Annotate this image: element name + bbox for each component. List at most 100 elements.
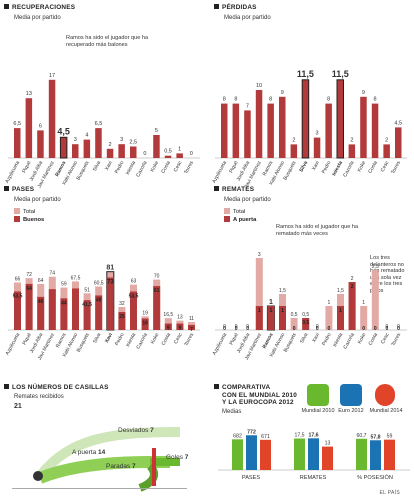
pases-bar-sub-azpilicueta <box>14 291 21 330</box>
perdidas-tick-xavi: Xavi <box>311 160 321 171</box>
apuerta-label: A puerta 14 <box>72 449 106 456</box>
pases-label-total-cesc: 13 <box>177 315 183 321</box>
pases-bar-sub-cazorla <box>141 318 149 330</box>
comparativa-label-pases-euro-2012: 772 <box>247 429 256 435</box>
comparativa-label-pases-mundial-2010: 682 <box>233 433 242 439</box>
perdidas-bar-torres <box>395 127 402 158</box>
perdidas-label-xabi-alonso: 9 <box>281 90 284 96</box>
comparativa-bar-pases-mundial-2014 <box>260 439 271 470</box>
remates-tick-koke: Koke <box>357 332 368 345</box>
pases-label-sub-pique: 64 <box>26 286 32 292</box>
badge-label-2014: Mundial 2014 <box>369 408 403 414</box>
remates-label-sub-pique: 0 <box>235 326 238 332</box>
perdidas-label-costa: 8 <box>374 97 377 103</box>
pases-label-total-cazorla: 19 <box>142 310 148 316</box>
pases-label-sub-cazorla: 16 <box>142 320 148 326</box>
remates-label-total-azpilicueta: 0 <box>223 324 226 330</box>
remates-tick-costa: Costa <box>368 332 380 347</box>
recuperaciones-label-costa: 0,5 <box>164 149 172 155</box>
remates-title: REMATES <box>214 186 254 193</box>
pases-label-sub-cesc: 9 <box>179 326 182 332</box>
pases-bar-sub-xabi-alonso <box>72 288 79 330</box>
perdidas-label-torres: 4,5 <box>394 120 402 126</box>
remates-label-sub-cesc: 0 <box>386 326 389 332</box>
pases-label-sub-jordi-alba: 46 <box>38 299 44 305</box>
casillas-total: 21 <box>14 403 22 410</box>
remates-label-total-torres: 0 <box>397 324 400 330</box>
perdidas-bar-xabi-alonso <box>279 96 286 158</box>
recuperaciones-label-javi-martinez: 17 <box>49 73 55 79</box>
pases-label-total-costa: 16,5 <box>163 312 173 318</box>
pases-label-total-busquets: 51 <box>84 287 90 293</box>
pases-bar-sub-iniesta <box>130 291 137 330</box>
recuperaciones-tick-cazorla: Cazorla <box>135 160 148 178</box>
pases-label-total-torres: 11 <box>189 316 194 322</box>
pases-bar-sub-cesc <box>176 323 184 330</box>
pases-label-total-pedro: 32 <box>119 301 125 307</box>
pases-label-total-xavi: 81 <box>106 265 114 272</box>
player-figure <box>33 471 43 481</box>
perdidas-bar-silva <box>301 79 310 159</box>
pases-label-sub-ramos: 44 <box>61 300 67 306</box>
remates-label-total-iniesta: 1,5 <box>337 288 344 294</box>
recuperaciones-label-cazorla: 0 <box>143 151 146 157</box>
recuperaciones-label-busquets: 4 <box>85 133 88 139</box>
remates-tick-pique: Piqué <box>229 332 240 346</box>
remates-label-sub-ramos: 1 <box>269 308 273 314</box>
pases-tick-silva: Silva <box>92 332 102 345</box>
desviados-label: Desviados 7 <box>118 427 154 434</box>
remates-label-total-pedro: 1 <box>328 300 331 306</box>
remates-tick-torres: Torres <box>390 332 402 348</box>
perdidas-label-silva: 11,5 <box>297 69 314 79</box>
recuperaciones-title: RECUPERACIONES <box>4 4 75 11</box>
recuperaciones-label-torres: 0 <box>190 151 193 157</box>
pases-tick-koke: Koke <box>150 332 161 345</box>
remates-label-total-busquets: 0,5 <box>291 312 298 318</box>
pases-legend-buenos: Buenos <box>23 217 45 223</box>
perdidas-title: PÉRDIDAS <box>214 4 257 11</box>
comparativa-bar-remates-euro-2012 <box>308 438 319 470</box>
perdidas-label-koke: 9 <box>362 90 365 96</box>
remates-label-sub-busquets: 0 <box>293 326 296 332</box>
comparativa-title: COMPARATIVA CON EL MUNDIAL 2010 Y LA EUROC… <box>214 384 297 407</box>
remates-label-total-pique: 0 <box>235 324 238 330</box>
comparativa-bar--posesion-mundial-2010 <box>356 438 367 470</box>
recuperaciones-bar-pique <box>25 98 33 158</box>
perdidas-label-pique: 8 <box>234 97 237 103</box>
remates-label-total-silva: 0,5 <box>302 312 309 318</box>
comparativa-label--posesion-euro-2012: 57,8 <box>370 434 380 440</box>
comparativa-label-remates-euro-2012: 17,6 <box>308 432 318 438</box>
recuperaciones-bar-javi-martinez <box>48 79 56 158</box>
pases-tick-xavi: Xavi <box>104 332 114 344</box>
perdidas-label-azpilicueta: 8 <box>223 97 226 103</box>
recuperaciones-tick-azpilicueta: Azpilicueta <box>4 160 21 184</box>
comparativa-bar-remates-mundial-2010 <box>294 438 305 470</box>
perdidas-bar-iniesta <box>336 79 344 159</box>
recuperaciones-label-koke: 5 <box>155 128 158 134</box>
remates-bar-total-pedro <box>325 306 333 330</box>
pases-bar-sub-javi-martinez <box>48 289 56 330</box>
badge-label-2010: Mundial 2010 <box>301 408 335 414</box>
recuperaciones-bar-jordi-alba <box>37 130 44 158</box>
remates-bar-sub-silva <box>302 318 310 330</box>
perdidas-label-cazorla: 2 <box>350 137 353 143</box>
pases-label-total-jordi-alba: 64 <box>38 278 44 284</box>
perdidas-bar-xavi <box>313 137 321 158</box>
perdidas-bar-pique <box>232 103 240 158</box>
remates-label-sub-xabi-alonso: 1 <box>281 308 284 314</box>
goal-frame <box>152 448 156 486</box>
remates-bar-sub-ramos <box>267 306 275 330</box>
recuperaciones-bar-xabi-alonso <box>72 144 79 158</box>
perdidas-bar-cazorla <box>348 144 356 158</box>
perdidas-tick-cazorla: Cazorla <box>342 160 355 178</box>
perdidas-bar-koke <box>360 96 367 158</box>
pases-label-sub-torres: 7 <box>190 327 193 333</box>
recuperaciones-bar-koke <box>153 135 160 158</box>
remates-bar-total-javi-martinez <box>255 258 263 330</box>
pases-label-total-ramos: 59 <box>61 282 67 288</box>
perdidas-tick-azpilicueta: Azpilicueta <box>211 160 228 184</box>
pases-label-sub-pedro: 25 <box>119 314 125 320</box>
comparativa-bar--posesion-euro-2012 <box>370 440 381 470</box>
